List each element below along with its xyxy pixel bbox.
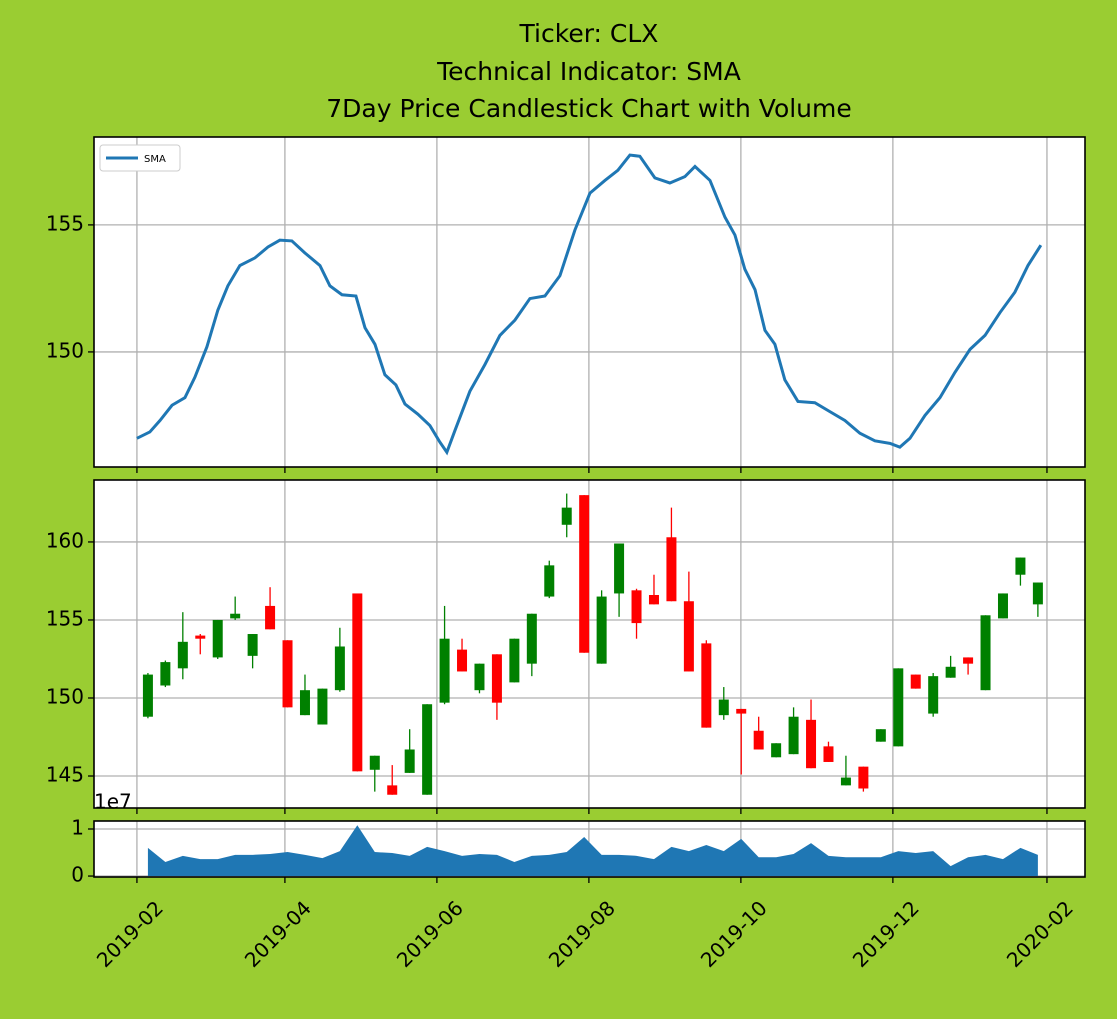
candle-body [753, 730, 764, 750]
candle-body [352, 593, 363, 772]
candle-body [404, 749, 415, 773]
plot-frame [93, 820, 1086, 878]
candle-body [788, 716, 799, 755]
candle-body [422, 704, 433, 795]
candle-body [648, 595, 659, 605]
candle-body [980, 615, 991, 691]
candle-body [387, 785, 398, 795]
y-tick-label: 0 [71, 863, 84, 887]
candle-body [614, 543, 625, 594]
y-tick-label: 160 [46, 528, 84, 552]
candle-body [910, 674, 921, 689]
title-line: 7Day Price Candlestick Chart with Volume [326, 94, 852, 123]
sma-line [136, 153, 1043, 456]
candle-body [736, 708, 747, 714]
plot-marks [142, 493, 1043, 795]
title-line: Technical Indicator: SMA [436, 57, 741, 86]
candle-body [928, 676, 939, 714]
candle-body [840, 777, 851, 786]
legend-box [99, 144, 181, 172]
candle-body [160, 662, 171, 686]
candle-body [806, 719, 817, 769]
y-tick-label: 150 [46, 684, 84, 708]
plot-frame [93, 136, 1086, 468]
candle-body [299, 690, 310, 716]
candle-body [457, 649, 468, 672]
candle-body [945, 666, 956, 678]
volume-area [147, 825, 1038, 877]
plot-frame [93, 479, 1086, 809]
plot-marks [147, 825, 1038, 877]
candle-body [893, 668, 904, 747]
candle-body [718, 699, 729, 716]
candle-body [195, 635, 206, 639]
candle-body [509, 638, 520, 683]
candle-body [212, 619, 223, 658]
candle-body [142, 674, 153, 717]
y-tick-label: 155 [46, 211, 84, 235]
y-offset-label: 1e7 [94, 790, 132, 814]
candle-body [997, 593, 1008, 619]
title-line: Ticker: CLX [519, 19, 659, 48]
legend-label: SMA [144, 154, 166, 165]
candle-body [666, 537, 677, 602]
candle-body [439, 638, 450, 703]
candle-body [1015, 557, 1026, 575]
candle-body [369, 755, 380, 770]
candle-body [544, 565, 555, 597]
candle-body [701, 643, 712, 728]
candle-body [963, 657, 974, 664]
candle-body [282, 640, 293, 708]
y-tick-label: 150 [46, 338, 84, 362]
candle-body [596, 596, 607, 664]
candle-body [265, 605, 276, 630]
candle-body [823, 746, 834, 762]
candle-body [230, 613, 241, 619]
candle-body [561, 507, 572, 525]
y-tick-label: 145 [46, 763, 84, 787]
candle-body [526, 613, 537, 664]
plot-marks [136, 153, 1043, 456]
candle-body [474, 663, 485, 691]
candle-body [334, 646, 345, 691]
candle-body [317, 688, 328, 725]
candle-body [858, 766, 869, 789]
candle-body [491, 654, 502, 703]
candle-body [247, 634, 258, 656]
y-tick-label: 1 [71, 816, 84, 840]
candle-body [771, 743, 782, 758]
candle-body [875, 729, 886, 742]
y-tick-label: 155 [46, 606, 84, 630]
candle-body [1032, 582, 1043, 605]
candle-body [177, 641, 188, 669]
candle-body [683, 601, 694, 672]
candle-body [579, 495, 590, 653]
candle-body [631, 590, 642, 624]
